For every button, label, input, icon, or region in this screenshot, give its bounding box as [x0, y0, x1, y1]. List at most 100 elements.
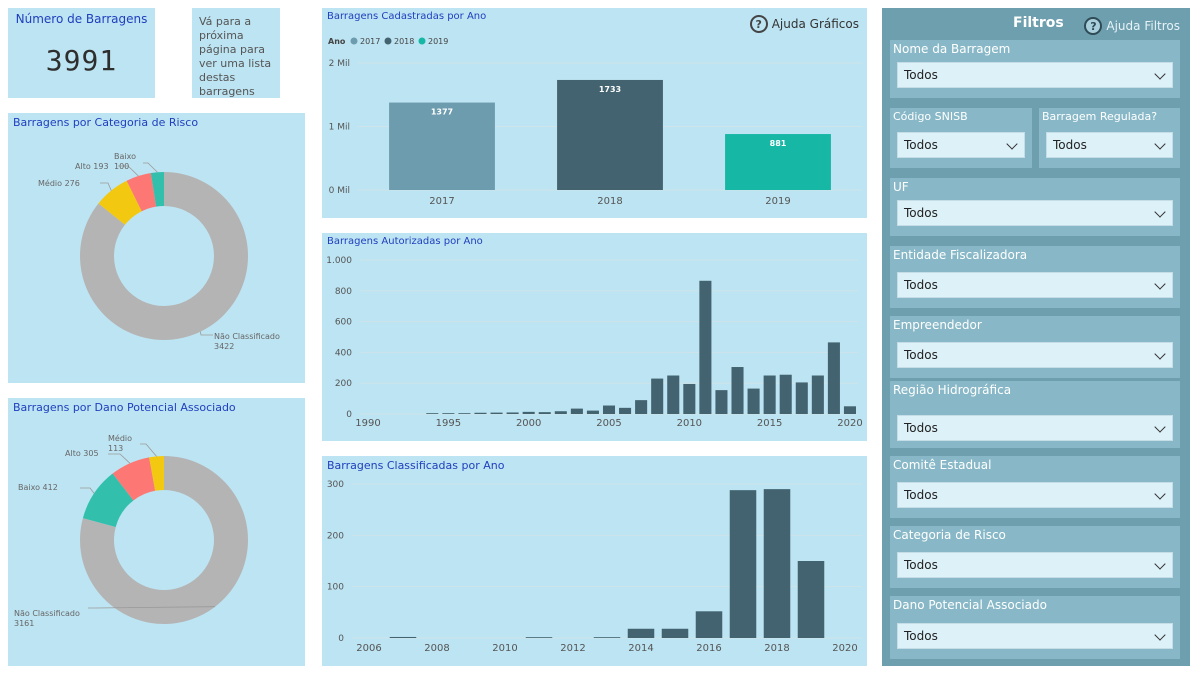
risk-category-chart: Barragens por Categoria de Risco Não Cla…	[8, 113, 305, 383]
pie-slice-m-dio[interactable]	[98, 180, 142, 225]
bar-2012[interactable]	[715, 390, 728, 414]
bar-1996[interactable]	[458, 413, 471, 414]
pie-slice-alto[interactable]	[112, 457, 156, 501]
filters-help-button[interactable]: ? Ajuda Filtros	[1084, 17, 1180, 35]
bar-2000[interactable]	[522, 411, 535, 414]
x-tick-label: 2020	[832, 643, 857, 654]
bar-2006[interactable]	[619, 407, 632, 414]
x-tick-label: 2000	[516, 418, 541, 429]
filter-dropdown[interactable]: Todos	[897, 272, 1173, 298]
bar-2018[interactable]	[557, 79, 663, 190]
bar-2017[interactable]	[389, 102, 495, 190]
pie-leader-line	[199, 331, 213, 336]
bar-1999[interactable]	[506, 412, 519, 414]
filter-dropdown[interactable]: Todos	[897, 482, 1173, 508]
bar-2020[interactable]	[843, 406, 856, 414]
filter-value: Todos	[904, 488, 938, 502]
filter-dropdown[interactable]: Todos	[1046, 132, 1173, 158]
y-tick-label: 200	[335, 379, 352, 389]
chevron-down-icon	[1154, 278, 1166, 290]
bar-2019[interactable]	[725, 134, 831, 190]
filter-dropdown[interactable]: Todos	[897, 62, 1173, 88]
bar-2011[interactable]	[525, 637, 553, 638]
legend-swatch[interactable]	[350, 37, 358, 45]
filter-value: Todos	[1053, 138, 1087, 152]
bar-2009[interactable]	[667, 375, 680, 415]
pie-data-label: 3161	[14, 619, 34, 628]
bar-2016[interactable]	[695, 611, 723, 638]
filter-hydrographic-region: Região Hidrográfica Todos	[890, 381, 1180, 448]
y-tick-label: 300	[327, 480, 344, 490]
registered-by-year-plot: Ano 2017 2018 2019 0 Mil 1 Mil 2 Mil 1377 2017 17…	[328, 37, 862, 207]
pie-slice-n-o-classificado[interactable]	[80, 456, 248, 624]
y-tick-label: 100	[327, 583, 344, 593]
bar-1998[interactable]	[490, 412, 503, 414]
filter-dropdown[interactable]: Todos	[897, 623, 1173, 649]
pie-data-label: Baixo 412	[18, 483, 58, 492]
bar-2014[interactable]	[627, 628, 655, 638]
pie-slice-n-o-classificado[interactable]	[80, 172, 249, 340]
legend-entry[interactable]: 2017	[360, 37, 380, 46]
filter-inspection-entity: Entidade Fiscalizadora Todos	[890, 246, 1180, 308]
pie-slice-baixo[interactable]	[82, 473, 134, 527]
y-tick-label: 2 Mil	[329, 59, 350, 69]
filter-dropdown[interactable]: Todos	[897, 552, 1173, 578]
bar-2016[interactable]	[779, 374, 792, 414]
bar-2002[interactable]	[554, 411, 567, 414]
bar-2019[interactable]	[797, 561, 825, 638]
bar-2017[interactable]	[729, 490, 757, 638]
legend-entry[interactable]: 2018	[394, 37, 414, 46]
y-tick-label: 0	[338, 634, 344, 644]
filters-help-label: Ajuda Filtros	[1106, 19, 1180, 33]
navigation-note[interactable]: Vá para a próxima página para ver uma li…	[192, 8, 280, 98]
chevron-down-icon	[1154, 629, 1166, 641]
filter-snisb-code: Código SNISB Todos	[890, 108, 1032, 168]
filter-dropdown[interactable]: Todos	[897, 132, 1025, 158]
bar-2015[interactable]	[763, 375, 776, 415]
pie-slice-alto[interactable]	[126, 173, 157, 212]
bar-2004[interactable]	[586, 410, 599, 414]
chevron-down-icon	[1154, 68, 1166, 80]
pie-slice-m-dio[interactable]	[149, 456, 164, 491]
bar-1995[interactable]	[442, 413, 455, 414]
bar-2008[interactable]	[651, 378, 664, 414]
bar-1994[interactable]	[426, 413, 439, 414]
x-tick-label: 2016	[696, 643, 721, 654]
y-tick-label: 1 Mil	[329, 123, 350, 133]
bar-2007[interactable]	[389, 636, 417, 638]
bar-2014[interactable]	[747, 388, 760, 414]
x-tick-label: 2020	[837, 418, 862, 429]
filter-dropdown[interactable]: Todos	[897, 415, 1173, 441]
bar-2015[interactable]	[661, 628, 689, 638]
bar-2019[interactable]	[827, 342, 840, 414]
pie-slice-baixo[interactable]	[150, 172, 164, 207]
chevron-down-icon	[1154, 488, 1166, 500]
bar-2013[interactable]	[593, 637, 621, 638]
legend-swatch[interactable]	[418, 37, 426, 45]
y-tick-label: 1.000	[326, 256, 352, 266]
filter-value: Todos	[904, 278, 938, 292]
bar-2005[interactable]	[602, 405, 616, 414]
pie-data-label: Alto 193	[75, 162, 109, 171]
filter-dropdown[interactable]: Todos	[897, 200, 1173, 226]
filter-value: Todos	[904, 629, 938, 643]
bar-2001[interactable]	[538, 412, 551, 414]
bar-2017[interactable]	[795, 382, 808, 414]
bar-2018[interactable]	[811, 375, 824, 415]
legend-swatch[interactable]	[384, 37, 392, 45]
bar-2013[interactable]	[731, 367, 744, 414]
bar-2007[interactable]	[635, 400, 648, 414]
bar-2018[interactable]	[763, 489, 791, 638]
charts-help-button[interactable]: ? Ajuda Gráficos	[749, 15, 859, 33]
bar-2003[interactable]	[570, 408, 583, 414]
filter-label: Dano Potencial Associado	[893, 598, 1047, 612]
bar-2011[interactable]	[699, 280, 712, 414]
kpi-card: Número de Barragens 3991	[8, 8, 155, 98]
authorized-by-year-chart: Barragens Autorizadas por Ano 0 200 400 600…	[322, 233, 867, 441]
filter-label: Código SNISB	[893, 110, 968, 123]
legend-entry[interactable]: 2019	[428, 37, 448, 46]
x-tick-label: 2006	[356, 643, 381, 654]
bar-2010[interactable]	[683, 383, 696, 414]
bar-1997[interactable]	[474, 412, 487, 414]
filter-dropdown[interactable]: Todos	[897, 342, 1173, 368]
